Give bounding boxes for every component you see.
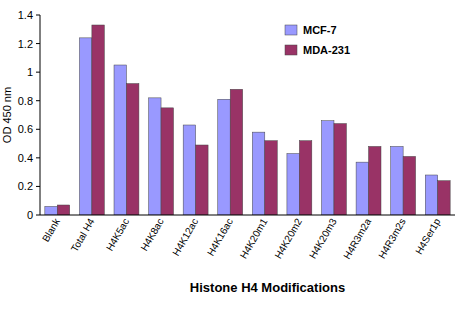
x-tick-label: H4K12ac xyxy=(170,217,200,258)
bar xyxy=(265,141,277,215)
y-tick xyxy=(36,43,40,44)
y-tick-label: 1.4 xyxy=(18,9,33,21)
x-tick-label: H4K16ac xyxy=(205,216,235,257)
y-tick xyxy=(36,157,40,158)
bar xyxy=(299,141,311,215)
bar xyxy=(149,98,161,215)
bar xyxy=(438,181,450,215)
legend-label: MCF-7 xyxy=(303,24,337,36)
x-tick-label: H4K20m3 xyxy=(307,216,339,260)
bar xyxy=(334,124,346,215)
bar xyxy=(92,25,104,215)
y-tick-label: 0.4 xyxy=(18,152,33,164)
y-tick xyxy=(36,186,40,187)
chart: 0 0.2 0.4 0.6 0.8 1 1.2 1.4 Blank Total H4 H4K5ac H… xyxy=(0,0,468,313)
x-tick-label: H4K20m2 xyxy=(272,216,304,260)
bar xyxy=(322,121,334,215)
bar xyxy=(114,65,126,215)
y-tick xyxy=(36,100,40,101)
x-axis-title: Histone H4 Modifications xyxy=(190,280,345,295)
x-tick-label: Total H4 xyxy=(69,216,97,254)
x-axis xyxy=(40,215,455,216)
y-tick xyxy=(36,72,40,73)
x-tick-label: H4R3m2s xyxy=(376,217,408,261)
bar xyxy=(79,38,91,215)
x-tick-label: H4K8ac xyxy=(138,217,165,253)
bar xyxy=(161,108,173,215)
bar xyxy=(183,125,195,215)
bar xyxy=(196,145,208,215)
y-tick-label: 0.6 xyxy=(18,123,33,135)
bar xyxy=(57,205,69,215)
bar xyxy=(287,154,299,215)
bar xyxy=(356,162,368,215)
x-tick-label: H4K5ac xyxy=(104,217,131,253)
bars xyxy=(45,25,450,215)
y-tick xyxy=(36,129,40,130)
x-tick-label: H4K20m1 xyxy=(238,216,270,260)
y-tick xyxy=(36,215,40,216)
legend-swatch xyxy=(285,25,297,35)
x-tick-label: Blank xyxy=(40,216,63,244)
bar xyxy=(230,89,242,215)
x-tick-label: H4R3m2a xyxy=(341,216,373,261)
y-tick xyxy=(36,15,40,16)
bar xyxy=(391,146,403,215)
y-tick-label: 1.2 xyxy=(18,38,33,50)
y-axis-title: OD 450 nm xyxy=(1,87,13,143)
bar xyxy=(126,84,138,215)
bar xyxy=(252,132,264,215)
bar xyxy=(403,156,415,215)
y-tick-label: 1 xyxy=(27,66,33,78)
bar xyxy=(45,206,57,215)
y-tick-label: 0.8 xyxy=(18,95,33,107)
y-tick-label: 0 xyxy=(27,209,33,221)
y-axis xyxy=(40,15,41,215)
y-tick-label: 0.2 xyxy=(18,180,33,192)
x-tick-label: H4Ser1p xyxy=(413,216,442,256)
bar xyxy=(369,146,381,215)
legend-label: MDA-231 xyxy=(303,44,350,56)
bar xyxy=(425,175,437,215)
bar xyxy=(218,99,230,215)
legend-swatch xyxy=(285,45,297,55)
